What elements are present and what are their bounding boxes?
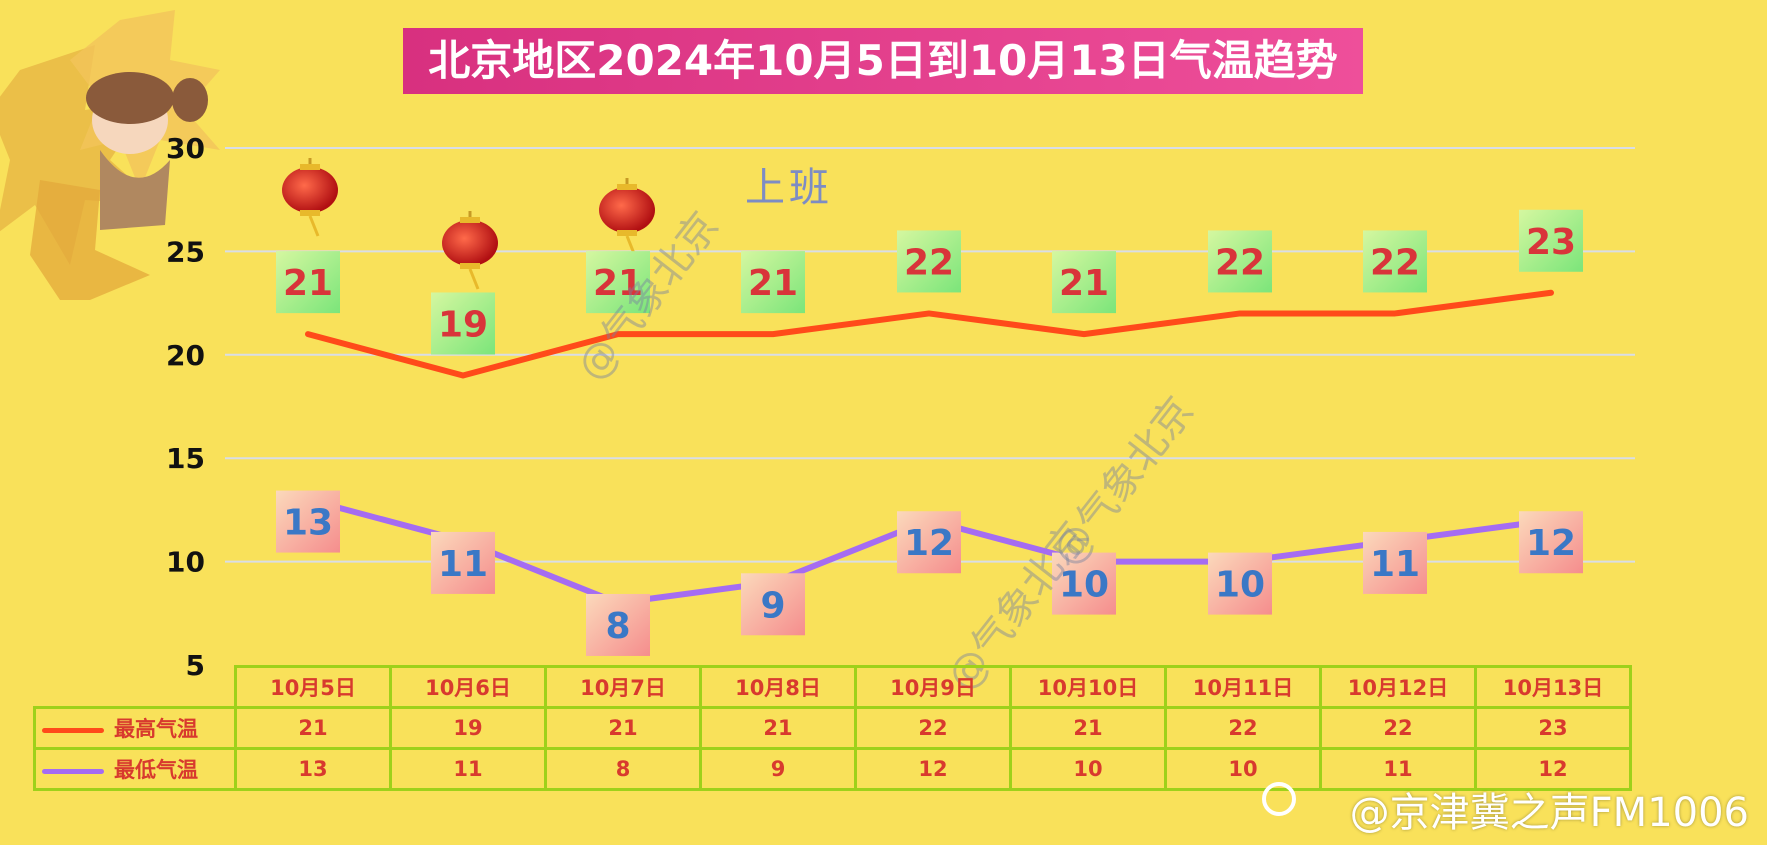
table-header-cell: 10月10日: [1009, 665, 1167, 709]
svg-text:8: 8: [605, 606, 630, 647]
legend-high-swatch: [42, 727, 104, 733]
gridlines: [225, 147, 1635, 563]
table-row-low: 最低气温 13 11 8 9 12 10 10 11 12: [33, 747, 1632, 791]
svg-text:22: 22: [1370, 242, 1420, 283]
high-temp-label: 21: [276, 251, 340, 314]
table-cell: 12: [854, 747, 1012, 791]
svg-text:21: 21: [1059, 263, 1109, 304]
high-temp-label: 19: [431, 292, 495, 355]
svg-text:9: 9: [760, 585, 785, 626]
high-temp-label: 23: [1519, 209, 1583, 272]
high-temp-label: 21: [741, 251, 805, 314]
legend-low: 最低气温: [33, 747, 237, 791]
svg-text:21: 21: [283, 263, 333, 304]
table-header-cell: 10月9日: [854, 665, 1012, 709]
low-temp-label: 11: [1363, 531, 1427, 594]
table-header-row: 10月5日 10月6日 10月7日 10月8日 10月9日 10月10日 10月…: [35, 665, 1632, 709]
table-cell: 8: [544, 747, 702, 791]
svg-text:11: 11: [438, 544, 488, 585]
svg-text:12: 12: [1526, 523, 1576, 564]
table-cell: 21: [699, 706, 857, 750]
table-cell: 13: [234, 747, 392, 791]
table-cell: 11: [389, 747, 547, 791]
table-cell: 23: [1474, 706, 1632, 750]
svg-text:13: 13: [283, 503, 333, 544]
credit-text: @京津冀之声FM1006: [1349, 790, 1749, 836]
table-cell: 21: [234, 706, 392, 750]
svg-text:22: 22: [904, 242, 954, 283]
table-cell: 9: [699, 747, 857, 791]
low-temp-label: 8: [586, 593, 650, 656]
table-cell: 22: [854, 706, 1012, 750]
y-tick-label: 30: [166, 132, 205, 165]
chart-title: 北京地区2024年10月5日到10月13日气温趋势: [403, 28, 1363, 94]
svg-text:22: 22: [1215, 242, 1265, 283]
svg-text:23: 23: [1526, 222, 1576, 263]
low-temp-label: 12: [897, 511, 961, 574]
data-labels: 21 19 21 21 22 21 22 22 23 13 11 8 9 12 10 10 11 12: [276, 209, 1583, 656]
table-cell: 10: [1009, 747, 1167, 791]
lantern-icon: [442, 211, 498, 290]
low-temp-label: 11: [431, 531, 495, 594]
table-cell: 11: [1319, 747, 1477, 791]
svg-text:11: 11: [1370, 544, 1420, 585]
table-header-cell: 10月13日: [1474, 665, 1632, 709]
high-temp-label: 21: [1052, 251, 1116, 314]
table-header-cell: 10月6日: [389, 665, 547, 709]
table-header-cell: 10月8日: [699, 665, 857, 709]
table-header-cell: 10月5日: [234, 665, 392, 709]
svg-text:19: 19: [438, 304, 488, 345]
svg-text:12: 12: [904, 523, 954, 564]
table-cell: 21: [544, 706, 702, 750]
table-cell: 21: [1009, 706, 1167, 750]
low-temp-label: 9: [741, 573, 805, 636]
low-temp-label: 10: [1208, 552, 1272, 615]
table-row-high: 最高气温 21 19 21 21 22 21 22 22 23: [33, 706, 1632, 750]
weibo-icon: [1262, 782, 1296, 816]
lantern-icon: [282, 158, 338, 237]
high-temp-line: [305, 289, 1554, 379]
high-temp-label: 22: [1208, 230, 1272, 293]
svg-text:21: 21: [748, 263, 798, 304]
legend-high: 最高气温: [33, 706, 237, 750]
y-tick-label: 5: [186, 649, 205, 682]
y-tick-label: 25: [166, 235, 205, 268]
y-tick-label: 20: [166, 339, 205, 372]
table-header-cell: 10月7日: [544, 665, 702, 709]
y-tick-label: 10: [166, 546, 205, 579]
high-temp-label: 22: [897, 230, 961, 293]
low-temp-label: 12: [1519, 511, 1583, 574]
table-header-cell: 10月11日: [1164, 665, 1322, 709]
svg-text:21: 21: [593, 263, 643, 304]
table-cell: 22: [1319, 706, 1477, 750]
y-axis-ticks: 5 10 15 20 25 30: [166, 132, 205, 682]
stamp-text: 上班: [745, 165, 833, 211]
table-cell: 22: [1164, 706, 1322, 750]
table-cell: 10: [1164, 747, 1322, 791]
table-cell: 19: [389, 706, 547, 750]
legend-low-label: 最低气温: [114, 758, 198, 782]
low-temp-label: 10: [1052, 552, 1116, 615]
y-tick-label: 15: [166, 442, 205, 475]
legend-low-swatch: [42, 768, 104, 774]
high-temp-label: 21: [586, 251, 650, 314]
table-header-cell: 10月12日: [1319, 665, 1477, 709]
legend-high-label: 最高气温: [114, 717, 198, 741]
svg-text:10: 10: [1215, 565, 1265, 606]
svg-text:10: 10: [1059, 565, 1109, 606]
high-temp-label: 22: [1363, 230, 1427, 293]
low-temp-label: 13: [276, 490, 340, 553]
data-table: 10月5日 10月6日 10月7日 10月8日 10月9日 10月10日 10月…: [33, 665, 1632, 791]
lanterns: [282, 158, 655, 290]
table-cell: 12: [1474, 747, 1632, 791]
autumn-leaves-illustration: [0, 10, 220, 300]
